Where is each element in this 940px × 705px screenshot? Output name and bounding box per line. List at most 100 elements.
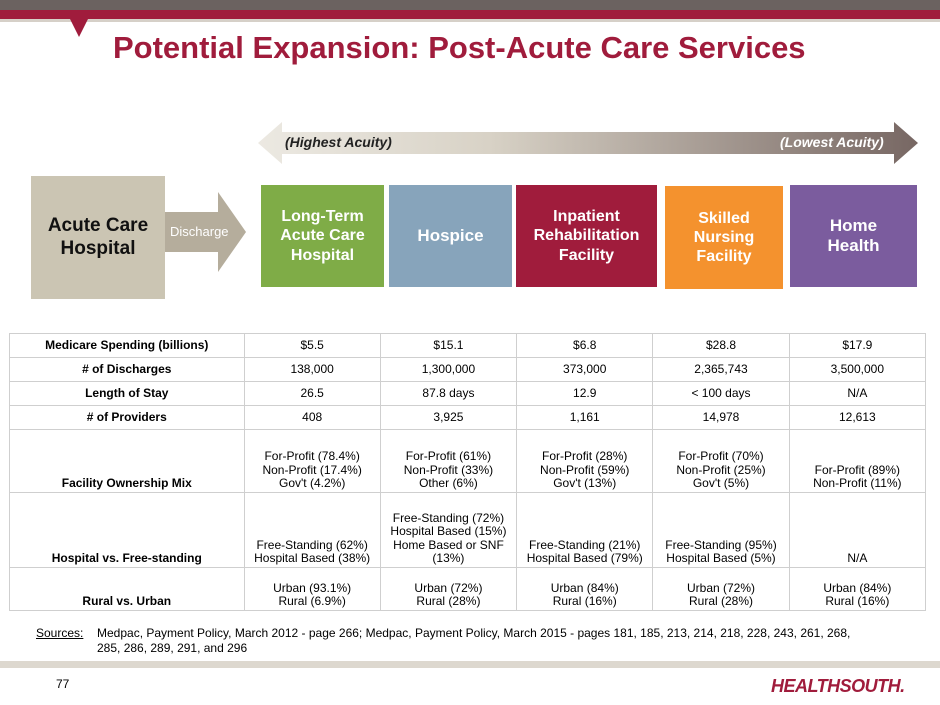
acute-line-1: Acute Care [47, 214, 149, 236]
table-cell: For-Profit (28%) Non-Profit (59%) Gov't (1… [516, 429, 654, 493]
table-row: Length of Stay 26.5 87.8 days 12.9 < 100 day… [9, 381, 927, 406]
discharge-arrow [160, 192, 246, 272]
table-row: Hospital vs. Free-standing Free-Standing … [9, 492, 927, 568]
cell-line: Hospital Based (15%) [390, 524, 507, 539]
cell-line: $6.8 [573, 337, 597, 352]
cell-line: $17.9 [842, 337, 873, 352]
cell-line: Free-Standing (21%) [529, 537, 641, 552]
table-cell: Free-Standing (62%) Hospital Based (38%) [243, 492, 381, 568]
cell-line: < 100 days [691, 385, 751, 400]
footer-rule [0, 661, 940, 668]
table-cell: 408 [243, 405, 381, 430]
cell-line: For-Profit (61%) [405, 449, 492, 464]
table-row: Medicare Spending (billions) $5.5 $15.1 $6.… [9, 333, 927, 358]
ltach-line-3: Hospital [290, 246, 355, 264]
cell-line: 138,000 [290, 361, 334, 376]
cell-line: Gov't (4.2%) [279, 475, 346, 490]
cell-line: For-Profit (89%) [814, 462, 900, 477]
cell-line: Rural (28%) [416, 593, 481, 608]
cell-line: (13%) [432, 550, 465, 565]
cell-line: Non-Profit (59%) [540, 462, 630, 477]
acute-care-hospital-box: Acute Care Hospital [31, 176, 165, 299]
ltach-box: Long-Term Acute Care Hospital [261, 185, 384, 287]
cell-line: 2,365,743 [694, 361, 748, 376]
table-row: Rural vs. Urban Urban (93.1%) Rural (6.9%)… [9, 567, 927, 611]
table-cell: Urban (72%) Rural (28%) [652, 567, 790, 611]
cell-line: 26.5 [300, 385, 324, 400]
row-label: Hospital vs. Free-standing [9, 492, 245, 568]
cell-line: Urban (84%) [823, 580, 892, 595]
acuity-left-label: (Highest Acuity) [285, 134, 392, 150]
table-cell: 3,500,000 [788, 357, 927, 382]
page-title: Potential Expansion: Post-Acute Care Ser… [113, 30, 806, 65]
comparison-table: Medicare Spending (billions) $5.5 $15.1 $6.… [9, 333, 927, 611]
page-number: 77 [56, 677, 70, 691]
irf-line-3: Facility [558, 246, 615, 264]
top-bar-light [0, 19, 940, 22]
cell-line: 14,978 [702, 409, 740, 424]
table-cell: N/A [788, 492, 927, 568]
table-cell: Free-Standing (72%) Hospital Based (15%) H… [379, 492, 518, 568]
table-row: Facility Ownership Mix For-Profit (78.4%)… [9, 429, 927, 493]
table-cell: N/A [788, 381, 927, 406]
home-health-box: Home Health [790, 185, 917, 287]
table-cell: 2,365,743 [652, 357, 790, 382]
cell-line: N/A [847, 550, 868, 565]
cell-line: 408 [302, 409, 323, 424]
home-line-1: Home [829, 215, 878, 235]
cell-line: Gov't (13%) [553, 475, 617, 490]
cell-line: $28.8 [705, 337, 737, 352]
cell-line: Rural (16%) [825, 593, 890, 608]
table-cell: For-Profit (78.4%) Non-Profit (17.4%) Gov'… [243, 429, 381, 493]
table-cell: $5.5 [243, 333, 381, 358]
acuity-right-label: (Lowest Acuity) [780, 134, 884, 150]
cell-line: For-Profit (70%) [678, 449, 764, 464]
cell-line: Non-Profit (11%) [813, 475, 902, 490]
cell-line: Non-Profit (33%) [403, 462, 494, 477]
sources-label: Sources: [36, 626, 84, 640]
cell-line: Hospital Based (5%) [666, 550, 776, 565]
irf-line-2: Rehabilitation [533, 227, 640, 245]
table-cell: $28.8 [652, 333, 790, 358]
table-cell: Urban (72%) Rural (28%) [379, 567, 518, 611]
cell-line: Other (6%) [419, 475, 478, 490]
table-row: # of Providers 408 3,925 1,161 14,978 12,613 [9, 405, 927, 430]
row-label: Length of Stay [9, 381, 245, 406]
cell-line: Urban (84%) [550, 580, 619, 595]
ltach-line-1: Long-Term [281, 208, 364, 226]
table-cell: $15.1 [379, 333, 518, 358]
table-row: # of Discharges 138,000 1,300,000 373,000 2,… [9, 357, 927, 382]
table-cell: 3,925 [379, 405, 518, 430]
row-label: Rural vs. Urban [9, 567, 245, 611]
cell-line: For-Profit (78.4%) [264, 449, 360, 464]
ltach-line-2: Acute Care [280, 227, 365, 245]
cell-line: Free-Standing (95%) [665, 537, 777, 552]
cell-line: $15.1 [433, 337, 464, 352]
home-line-2: Health [827, 236, 880, 255]
cell-line: Rural (6.9%) [278, 593, 346, 608]
cell-line: For-Profit (28%) [542, 449, 628, 464]
snf-line-2: Nursing [693, 228, 755, 246]
cell-line: Non-Profit (25%) [676, 462, 766, 477]
table-cell: 87.8 days [379, 381, 518, 406]
cell-line: 3,500,000 [830, 361, 885, 376]
irf-line-1: Inpatient [553, 208, 620, 226]
row-label: # of Discharges [9, 357, 245, 382]
table-cell: $17.9 [788, 333, 927, 358]
cell-line: Hospital Based (79%) [526, 550, 643, 565]
cell-line: Gov't (5%) [692, 475, 750, 490]
hospice-box: Hospice [389, 185, 512, 287]
cell-line: 12.9 [573, 385, 597, 400]
cell-line: N/A [847, 385, 868, 400]
table-cell: Free-Standing (21%) Hospital Based (79%) [516, 492, 654, 568]
irf-box: Inpatient Rehabilitation Facility [516, 185, 657, 287]
snf-box: Skilled Nursing Facility [665, 186, 783, 289]
cell-line: 12,613 [838, 409, 876, 424]
top-bar-brand [0, 10, 940, 19]
cell-line: Rural (16%) [552, 593, 617, 608]
acute-line-2: Hospital [60, 237, 136, 259]
discharge-label: Discharge [170, 224, 229, 239]
cell-line: $5.5 [300, 337, 324, 352]
table-cell: 1,300,000 [379, 357, 518, 382]
table-cell: 12.9 [516, 381, 654, 406]
